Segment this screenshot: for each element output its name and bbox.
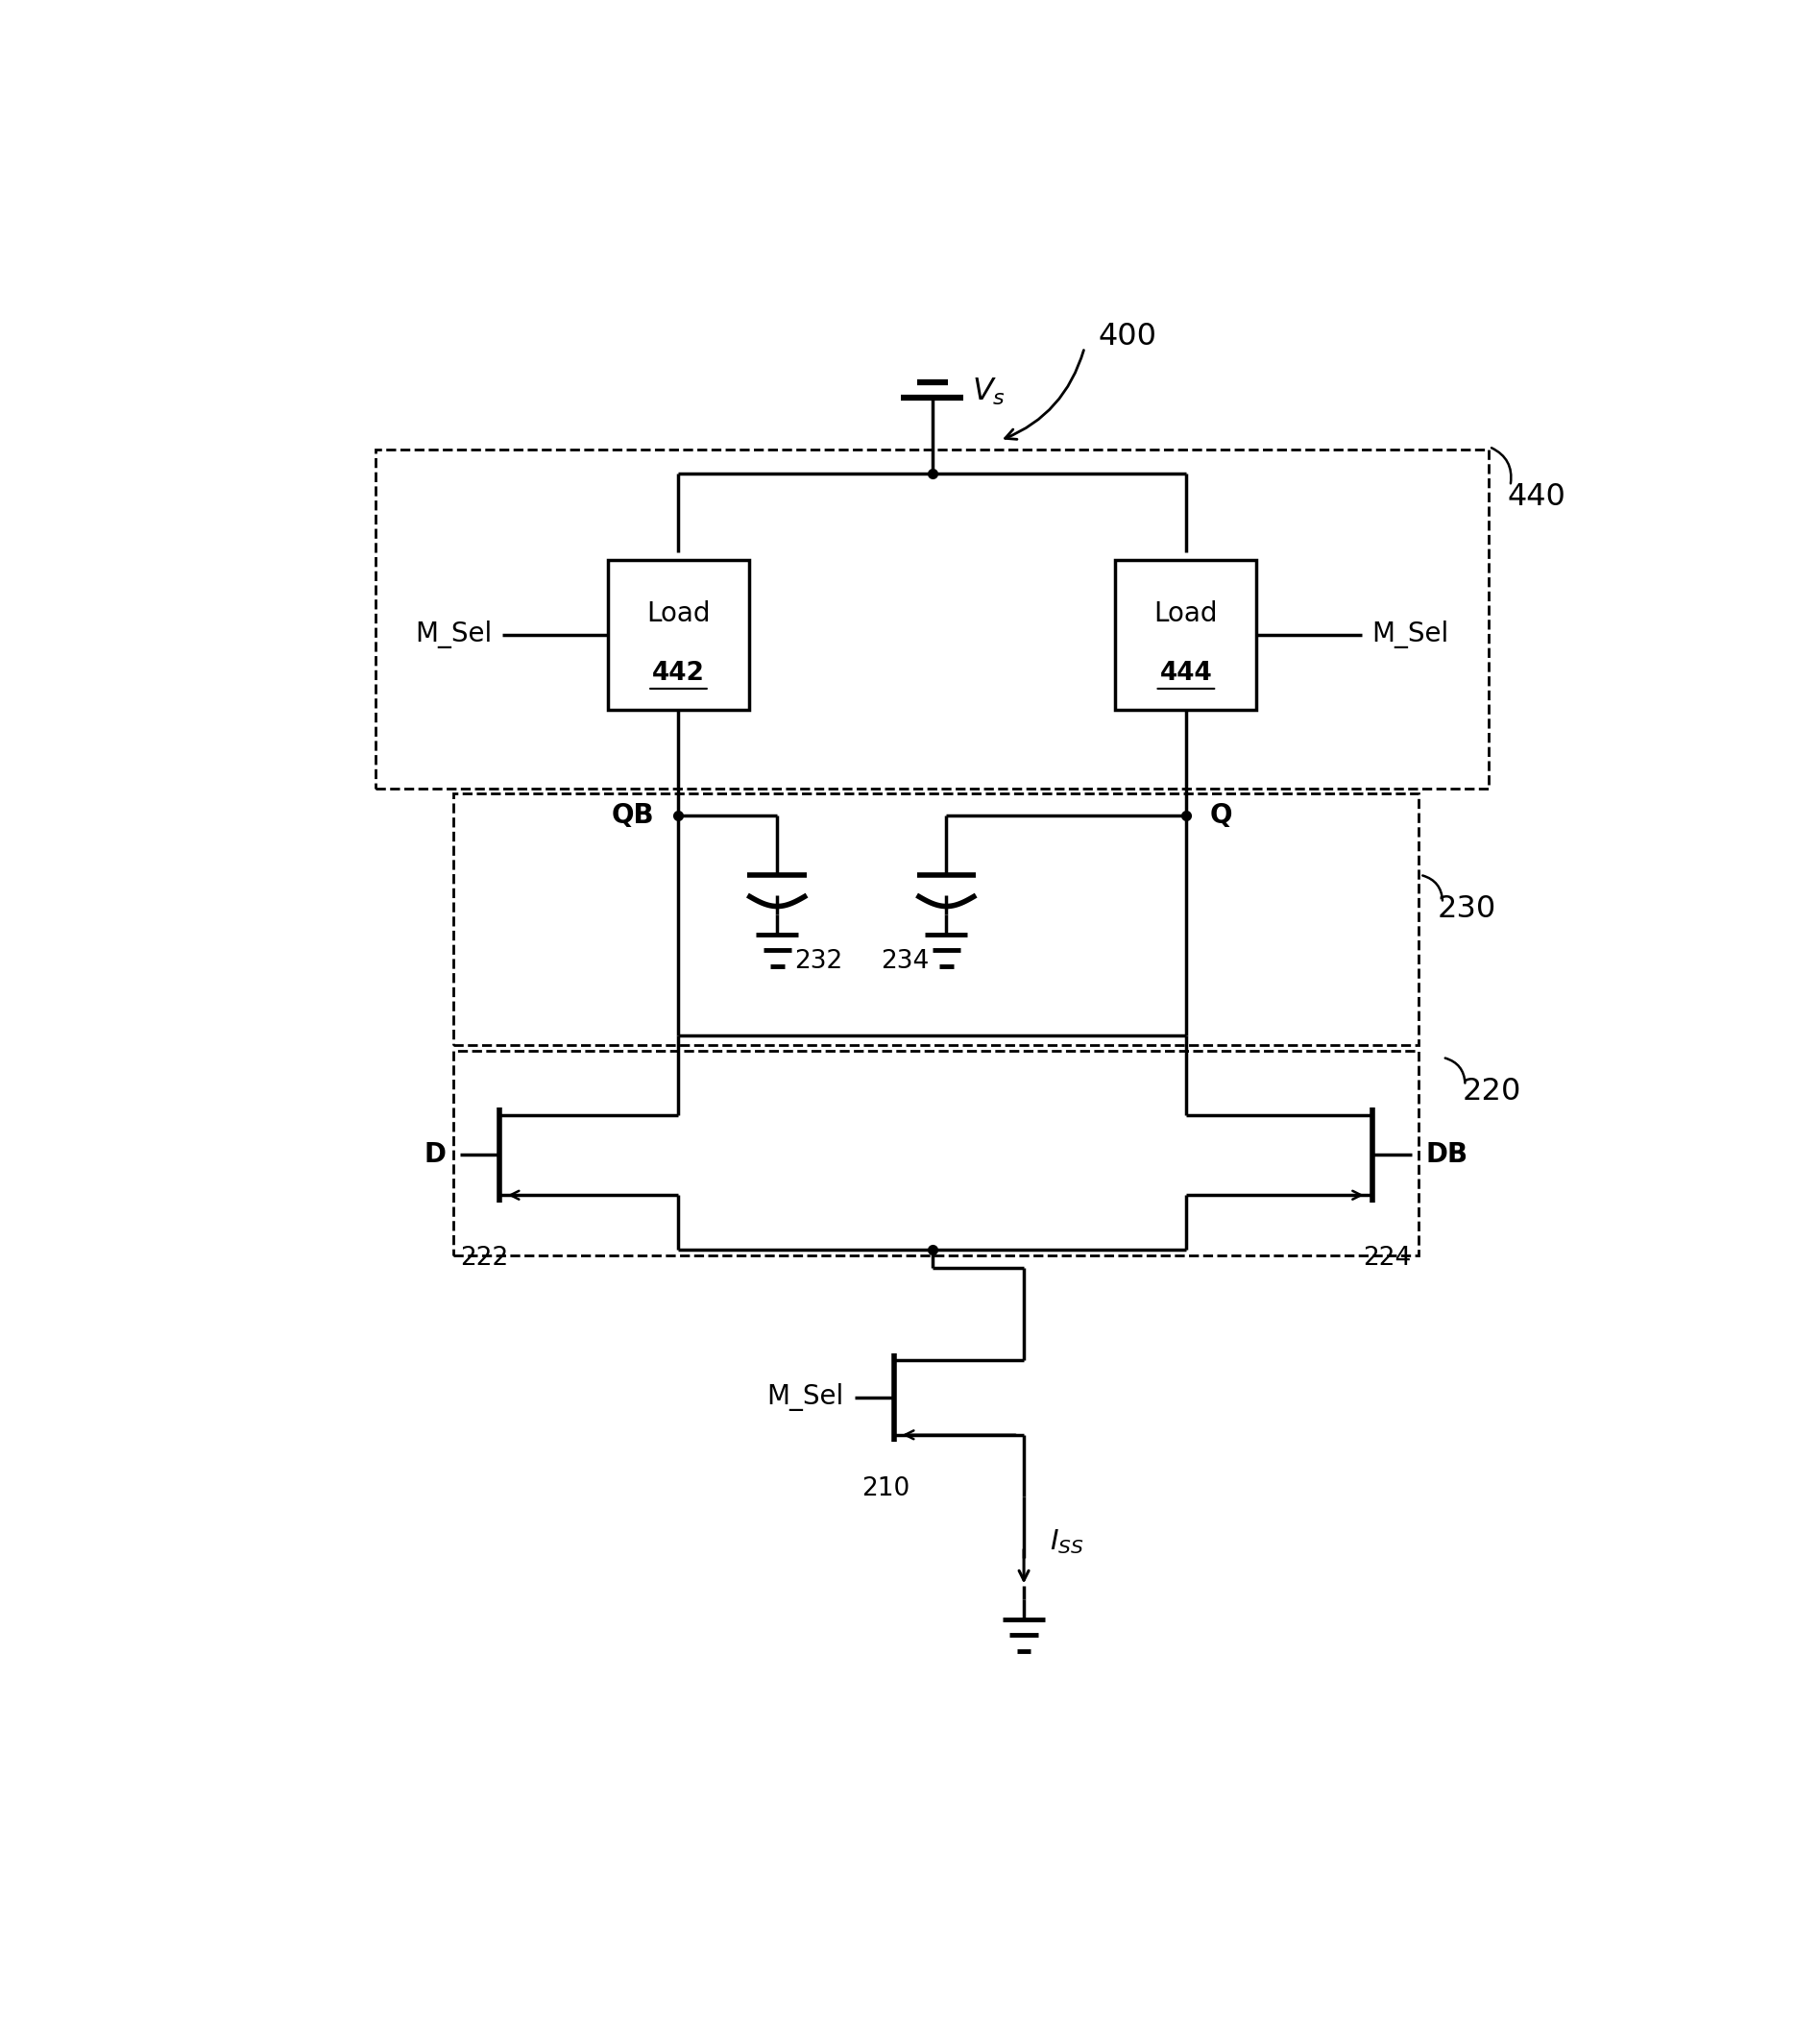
Text: D: D [424, 1141, 446, 1169]
Text: 224: 224 [1362, 1247, 1412, 1271]
Text: $V_s$: $V_s$ [971, 376, 1006, 407]
Text: Load: Load [1153, 601, 1219, 628]
Text: Load: Load [646, 601, 711, 628]
Bar [608, 560, 749, 709]
Text: M_Sel: M_Sel [766, 1384, 844, 1410]
Text: 400: 400 [1099, 321, 1157, 352]
Text: DB: DB [1426, 1141, 1468, 1169]
Text: 444: 444 [1161, 660, 1211, 687]
Text: M_Sel: M_Sel [415, 621, 493, 648]
Bar [1115, 560, 1257, 709]
Text: 220: 220 [1462, 1077, 1521, 1108]
Text: 234: 234 [880, 948, 930, 973]
Text: Q: Q [1210, 801, 1233, 828]
Text: 210: 210 [862, 1476, 910, 1500]
Bar [453, 793, 1419, 1044]
Text: 232: 232 [795, 948, 842, 973]
Text: M_Sel: M_Sel [1372, 621, 1450, 648]
Text: 440: 440 [1508, 482, 1566, 511]
Text: 222: 222 [460, 1247, 508, 1271]
Text: 230: 230 [1437, 895, 1495, 924]
Text: $I_{SS}$: $I_{SS}$ [1050, 1527, 1084, 1555]
Text: QB: QB [611, 801, 655, 828]
Text: 442: 442 [653, 660, 704, 687]
Bar [453, 1051, 1419, 1255]
Bar [375, 450, 1490, 789]
